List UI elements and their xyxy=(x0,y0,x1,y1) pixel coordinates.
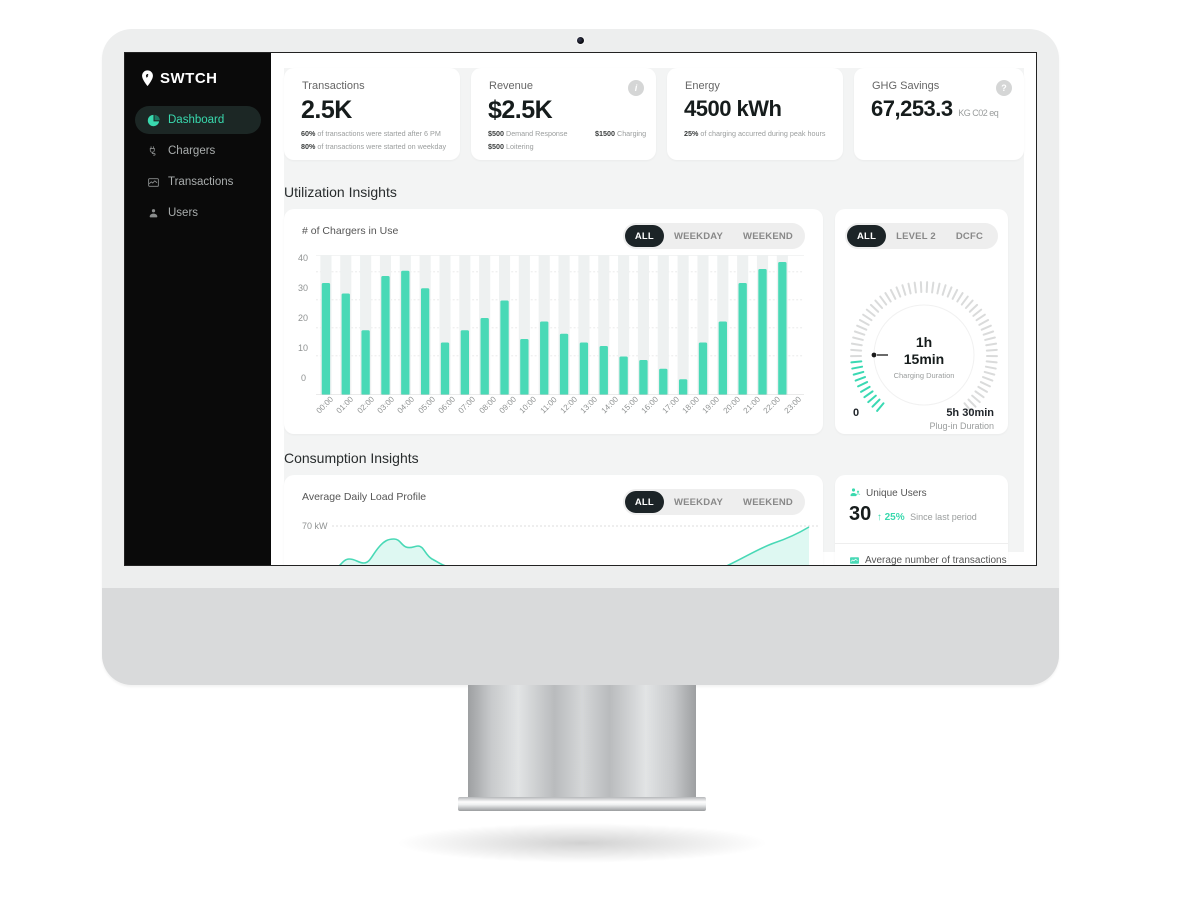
svg-text:15min: 15min xyxy=(904,351,944,367)
svg-text:1h: 1h xyxy=(916,334,932,350)
svg-text:Charging Duration: Charging Duration xyxy=(894,371,955,380)
